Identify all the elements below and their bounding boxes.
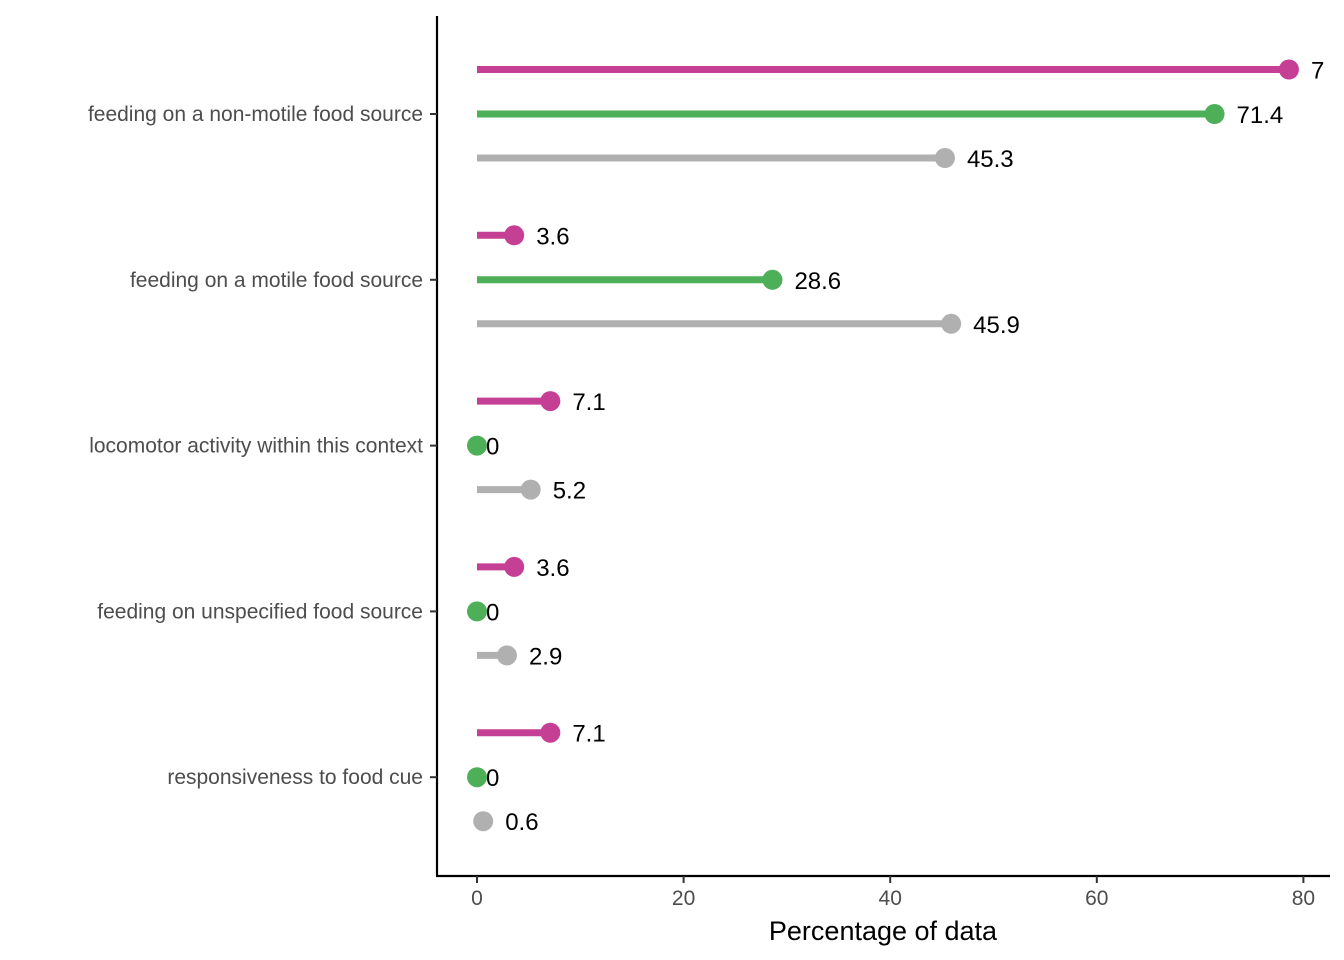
lollipop-point <box>467 601 487 622</box>
lollipop-point <box>504 225 525 246</box>
x-axis-title: Percentage of data <box>769 916 998 946</box>
plot-marks: 7 3.6 7.1 3.6 7.1 71.4 28.6 0 0 0 45.3 45.9 5.2 2.9 0.… <box>467 58 1324 836</box>
y-tick-label: responsiveness to food cue <box>167 766 423 789</box>
lollipop-point <box>1204 104 1225 124</box>
data-label: 0 <box>486 765 499 792</box>
data-label: 0 <box>486 599 499 626</box>
lollipop-point <box>1278 59 1299 80</box>
lollipop-point <box>467 435 487 456</box>
y-tick-label: feeding on a motile food source <box>130 269 423 292</box>
lollipop-point <box>504 556 525 577</box>
x-tick-label: 80 <box>1292 887 1315 910</box>
lollipop-point <box>762 269 783 290</box>
x-tick-label: 40 <box>879 887 902 910</box>
x-axis: 0 20 40 60 80 <box>471 876 1315 910</box>
y-tick-label: feeding on unspecified food source <box>97 600 423 623</box>
lollipop-point <box>473 811 494 832</box>
data-label: 7 <box>1311 58 1324 85</box>
data-label: 0.6 <box>505 809 538 836</box>
y-axis: feeding on a non-motile food source feedi… <box>88 103 437 789</box>
x-tick-label: 0 <box>471 887 483 910</box>
data-label: 2.9 <box>529 643 562 670</box>
y-tick-label: feeding on a non-motile food source <box>88 103 423 126</box>
lollipop-point <box>467 767 487 788</box>
data-label: 0 <box>486 434 499 461</box>
lollipop-point <box>934 148 955 168</box>
lollipop-point <box>540 391 561 412</box>
data-label: 3.6 <box>536 555 569 582</box>
data-label: 45.3 <box>967 146 1014 173</box>
lollipop-point <box>540 722 561 743</box>
y-tick-label: locomotor activity within this context <box>89 435 423 458</box>
data-label: 28.6 <box>794 268 841 295</box>
data-label: 5.2 <box>553 478 586 505</box>
data-label: 3.6 <box>536 223 569 250</box>
data-label: 7.1 <box>572 721 605 748</box>
lollipop-point <box>941 313 962 334</box>
x-tick-label: 60 <box>1085 887 1108 910</box>
data-label: 7.1 <box>572 389 605 416</box>
lollipop-point <box>496 645 517 666</box>
data-label: 71.4 <box>1237 102 1284 129</box>
data-label: 45.9 <box>973 312 1020 339</box>
x-tick-label: 20 <box>672 887 695 910</box>
lollipop-point <box>520 479 541 500</box>
